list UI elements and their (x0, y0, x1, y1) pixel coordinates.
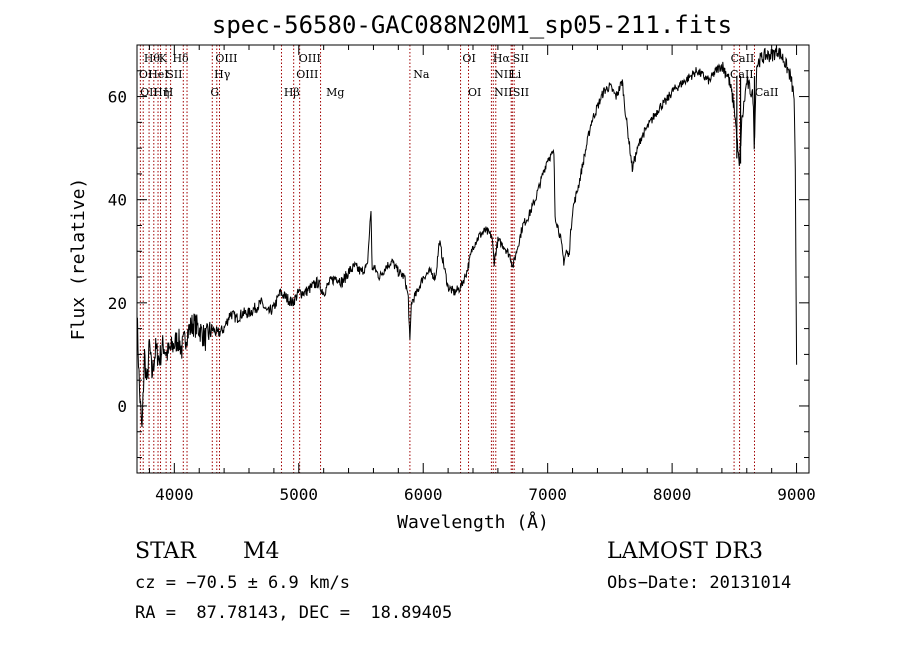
line-label: OII (140, 86, 158, 99)
y-tick-label: 60 (108, 88, 127, 107)
line-label: CaII (755, 86, 779, 99)
x-tick-label: 8000 (653, 485, 692, 504)
line-label: Hη (153, 86, 169, 99)
line-label: OI (139, 68, 152, 81)
redshift-velocity: cz = −70.5 ± 6.9 km/s (135, 573, 350, 593)
coordinates: RA = 87.78143, DEC = 18.89405 (135, 603, 453, 623)
line-label: K (159, 52, 168, 65)
x-tick-label: 9000 (777, 485, 816, 504)
line-label: CaII (731, 52, 755, 65)
line-label: OIII (215, 52, 237, 65)
line-label: SII (166, 68, 182, 81)
line-label: HeI (148, 68, 168, 81)
line-label: SII (513, 52, 529, 65)
y-tick-label: 40 (108, 191, 127, 210)
line-label: SII (513, 86, 529, 99)
line-label: OI (468, 86, 481, 99)
emission-line-markers (139, 45, 755, 473)
line-label: Li (510, 68, 521, 81)
line-label: NII (494, 68, 512, 81)
chart-title: spec-56580-GAC088N20M1_sp05-211.fits (212, 11, 732, 39)
spectrum-series (136, 45, 798, 428)
x-tick-label: 4000 (155, 485, 194, 504)
plot-frame (136, 44, 810, 474)
line-label: Hδ (172, 52, 189, 65)
x-axis-label: Wavelength (Å) (397, 511, 549, 533)
y-axis-label: Flux (relative) (68, 178, 89, 341)
line-label: Hβ (284, 86, 300, 99)
line-label: H (164, 86, 174, 99)
spectrum-line (136, 45, 798, 428)
line-label: Hα (493, 52, 511, 65)
line-label: Mg (326, 86, 344, 99)
x-tick-label: 7000 (528, 485, 567, 504)
subclass: M4 (243, 539, 280, 564)
line-label: Na (413, 68, 430, 81)
x-tick-label: 6000 (404, 485, 443, 504)
line-label: CaII (730, 68, 754, 81)
axis-ticks: 4000 5000 6000 7000 8000 9000 0 20 40 60 (108, 44, 816, 504)
line-label: Hγ (214, 68, 231, 81)
observation-date: Obs−Date: 20131014 (607, 573, 792, 593)
y-tick-label: 20 (108, 294, 127, 313)
line-label: G (210, 86, 219, 99)
y-tick-label: 0 (117, 397, 127, 416)
line-label: Hθ (144, 52, 161, 65)
x-tick-label: 5000 (280, 485, 319, 504)
line-label: OI (462, 52, 475, 65)
object-type: STAR (135, 539, 196, 564)
line-label: NII (494, 86, 512, 99)
line-label: OIII (296, 68, 318, 81)
line-label: OIII (299, 52, 321, 65)
survey-name: LAMOST DR3 (607, 539, 763, 564)
